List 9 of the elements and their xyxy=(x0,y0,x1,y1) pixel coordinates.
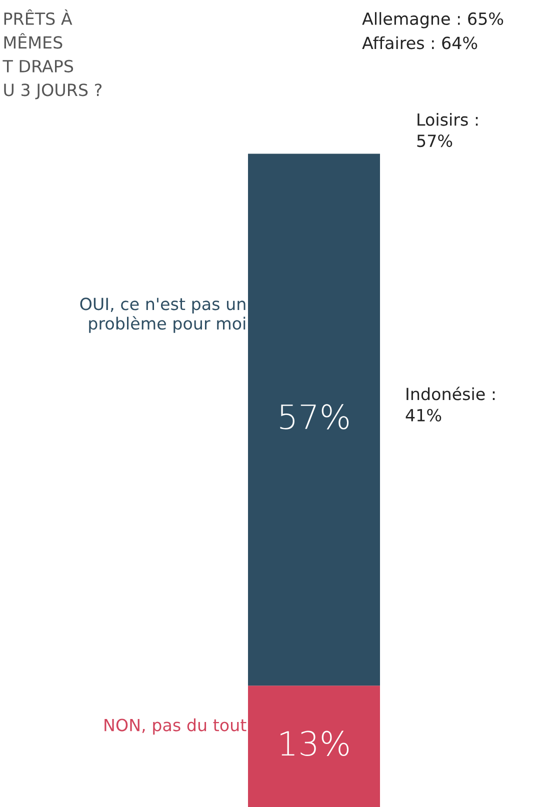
text: Loisirs : 57% xyxy=(417,112,478,148)
data-label: 57% xyxy=(280,404,349,430)
series-label: OUI, ce n'est pas un problème pour moi xyxy=(80,298,246,333)
text: PRÊTS À MÊMES T DRAPS U 3 JOURS ? xyxy=(2,9,102,100)
series-label: NON, pas du tout xyxy=(104,718,246,735)
data-label: 13% xyxy=(280,730,349,756)
text: Allemagne : 65% xyxy=(362,12,504,28)
text: Indonésie : 41% xyxy=(406,386,495,422)
text: Affaires : 64% xyxy=(362,36,478,50)
